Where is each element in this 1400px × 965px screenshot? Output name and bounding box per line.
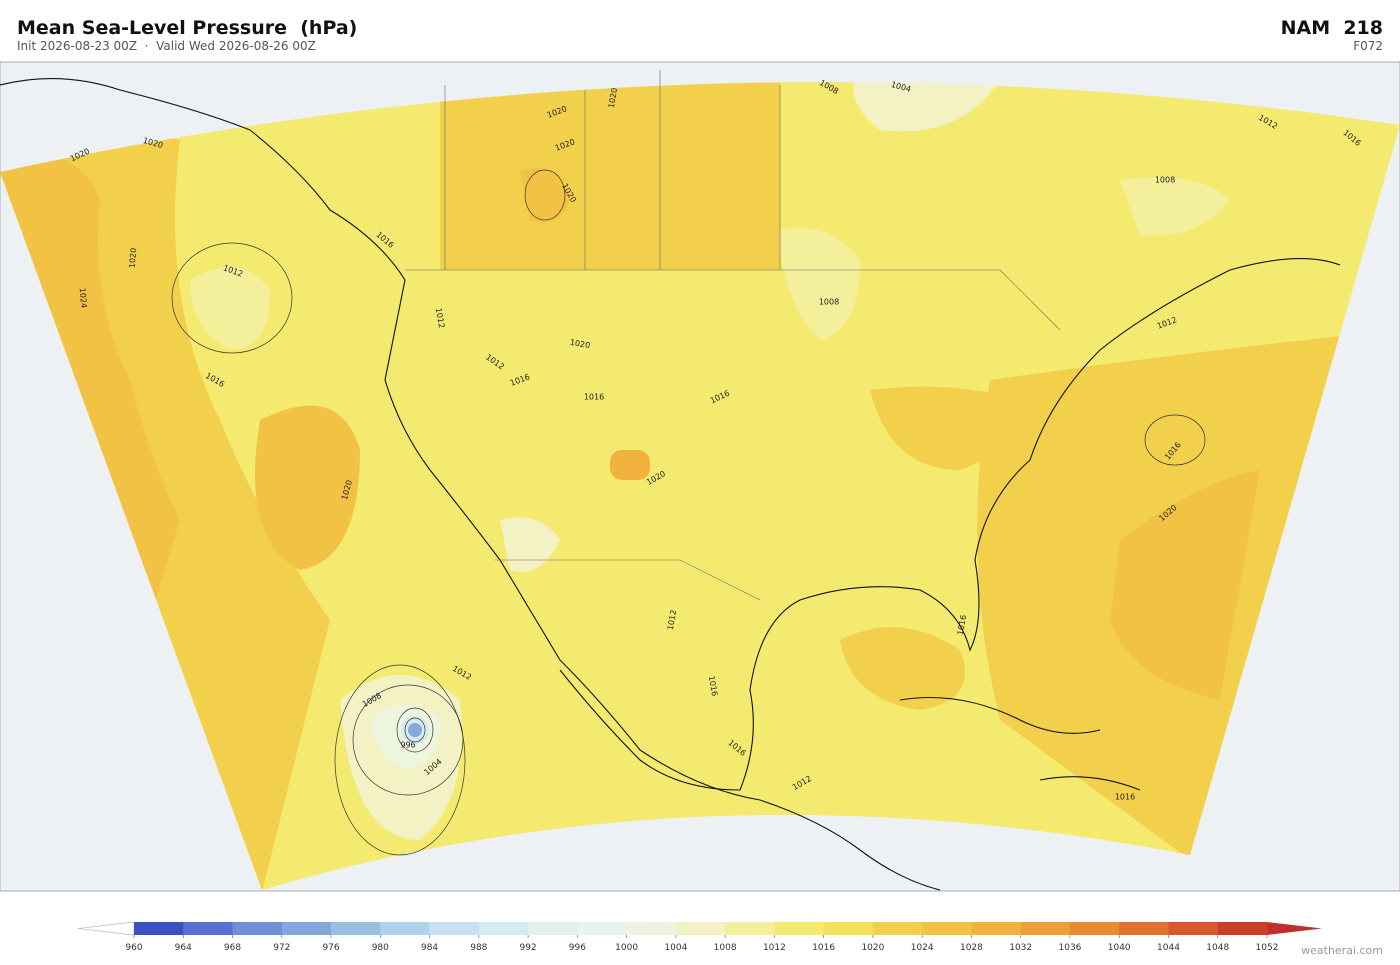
contour-label: 1016 bbox=[956, 614, 968, 636]
colorbar-tick-label: 964 bbox=[175, 943, 192, 953]
colorbar-tick-label: 1028 bbox=[960, 943, 983, 953]
contour-label: 1020 bbox=[128, 247, 139, 268]
colorbar-tick-label: 1016 bbox=[812, 943, 835, 953]
colorbar-tick-label: 1048 bbox=[1206, 943, 1229, 953]
colorbar-bin bbox=[478, 922, 529, 935]
colorbar-bin bbox=[1217, 922, 1268, 935]
colorbar-tick-label: 980 bbox=[372, 943, 389, 953]
colorbar-bin bbox=[675, 922, 726, 935]
colorbar-bin bbox=[823, 922, 874, 935]
colorbar-over bbox=[1267, 922, 1322, 935]
colorbar-tick-label: 1040 bbox=[1108, 943, 1131, 953]
isobars bbox=[171, 169, 1206, 856]
contour-label: 996 bbox=[400, 741, 415, 750]
contour-label: 1020 bbox=[569, 338, 591, 350]
field-region bbox=[408, 723, 422, 737]
field-region bbox=[440, 82, 780, 270]
colorbar-tick-label: 992 bbox=[519, 943, 536, 953]
contour-label: 1012 bbox=[666, 609, 678, 631]
colorbar-bin bbox=[774, 922, 825, 935]
colorbar-bin bbox=[872, 922, 923, 935]
colorbar-tick-label: 1000 bbox=[615, 943, 638, 953]
colorbar-tick-label: 960 bbox=[125, 943, 142, 953]
coastlines bbox=[0, 78, 1341, 891]
field-region bbox=[610, 450, 650, 480]
colorbar-bin bbox=[971, 922, 1022, 935]
subtitle: Init 2026-08-23 00Z · Valid Wed 2026-08-… bbox=[17, 39, 316, 53]
field-region bbox=[1120, 177, 1230, 236]
title: Mean Sea-Level Pressure (hPa) bbox=[17, 17, 357, 39]
colorbar-bin bbox=[1119, 922, 1169, 935]
colorbar-bin bbox=[232, 922, 283, 935]
colorbar-bin bbox=[922, 922, 972, 935]
colorbar-under bbox=[77, 921, 135, 936]
field-region bbox=[840, 627, 965, 710]
colorbar-tick-label: 1024 bbox=[911, 943, 934, 953]
colorbar-tick-label: 1004 bbox=[664, 943, 687, 953]
field-region bbox=[780, 228, 860, 340]
colorbar-bin bbox=[528, 922, 578, 935]
colorbar-bin bbox=[281, 922, 332, 935]
colorbar-bin bbox=[1069, 922, 1120, 935]
field-region bbox=[1110, 470, 1260, 700]
colorbar-tick-label: 1008 bbox=[714, 943, 737, 953]
colorbar-tick-label: 976 bbox=[322, 943, 339, 953]
colorbar-bin bbox=[183, 922, 234, 935]
field-region bbox=[853, 82, 1000, 132]
field-region bbox=[870, 386, 1020, 470]
colorbar-tick-label: 984 bbox=[421, 943, 438, 953]
colorbar-bin bbox=[577, 922, 628, 935]
colorbar-tick-label: 996 bbox=[569, 943, 586, 953]
colorbar-bin bbox=[380, 922, 431, 935]
contour-label: 1016 bbox=[1115, 793, 1135, 802]
forecast-hour: F072 bbox=[1353, 39, 1383, 53]
colorbar-bin bbox=[1020, 922, 1071, 935]
colorbar-tick-label: 968 bbox=[224, 943, 241, 953]
contour-label: 1012 bbox=[434, 307, 446, 329]
borders bbox=[405, 70, 1061, 601]
colorbar-tick-label: 988 bbox=[470, 943, 487, 953]
field-region bbox=[255, 405, 360, 570]
colorbar-tick-label: 1012 bbox=[763, 943, 786, 953]
colorbar-bin bbox=[725, 922, 775, 935]
model: NAM 218 bbox=[1281, 17, 1383, 39]
colorbar-tick-label: 1036 bbox=[1059, 943, 1082, 953]
contour-label: 1016 bbox=[707, 675, 719, 697]
colorbar-tick-label: 1044 bbox=[1157, 943, 1180, 953]
contour-label: 1008 bbox=[1155, 176, 1175, 185]
colorbar-tick-label: 972 bbox=[273, 943, 290, 953]
colorbar-bin bbox=[134, 922, 184, 935]
contour-label: 1016 bbox=[584, 393, 604, 402]
contour-label: 1020 bbox=[607, 87, 619, 109]
watermark: weatherai.com bbox=[1301, 944, 1383, 957]
contour-label: 1024 bbox=[78, 287, 89, 308]
field-region bbox=[520, 168, 570, 223]
colorbar-bin bbox=[626, 922, 677, 935]
field-region bbox=[190, 267, 270, 350]
colorbar-bin bbox=[1168, 922, 1219, 935]
colorbar-bin bbox=[429, 922, 480, 935]
colorbar-bin bbox=[331, 922, 381, 935]
colorbar-tick-label: 1020 bbox=[861, 943, 884, 953]
contour-label: 1008 bbox=[819, 298, 839, 307]
colorbar: 960 964 968 972 976 980 984 988 992 996 1000 1004 10… bbox=[77, 921, 1322, 953]
field-region bbox=[500, 517, 560, 572]
colorbar-tick-label: 1052 bbox=[1256, 943, 1279, 953]
colorbar-tick-label: 1032 bbox=[1009, 943, 1032, 953]
